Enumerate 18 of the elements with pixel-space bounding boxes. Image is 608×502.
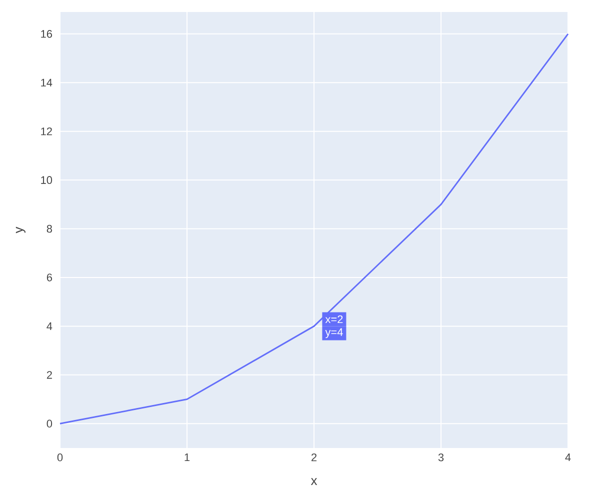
y-tick-label: 10	[41, 176, 52, 184]
y-tick-label: 4	[46, 322, 52, 330]
y-tick-label: 16	[41, 30, 52, 38]
x-axis-title: x	[310, 478, 318, 485]
x-tick-label: 0	[57, 454, 63, 462]
y-tick-label: 8	[46, 224, 52, 233]
annotation: y=4	[325, 328, 343, 338]
y-tick-label: 12	[41, 128, 52, 136]
y-tick-label: 14	[41, 78, 52, 86]
annotation: x=2	[325, 315, 343, 324]
y-axis-title: y	[16, 226, 26, 234]
x-tick-label: 3	[438, 454, 444, 462]
x-tick-label: 4	[565, 454, 571, 462]
x-tick-label: 1	[184, 454, 190, 462]
y-tick-label: 0	[46, 420, 52, 428]
y-tick-label: 6	[46, 274, 52, 282]
y-tick-label: 2	[46, 371, 52, 379]
x-tick-label: 2	[312, 454, 317, 462]
